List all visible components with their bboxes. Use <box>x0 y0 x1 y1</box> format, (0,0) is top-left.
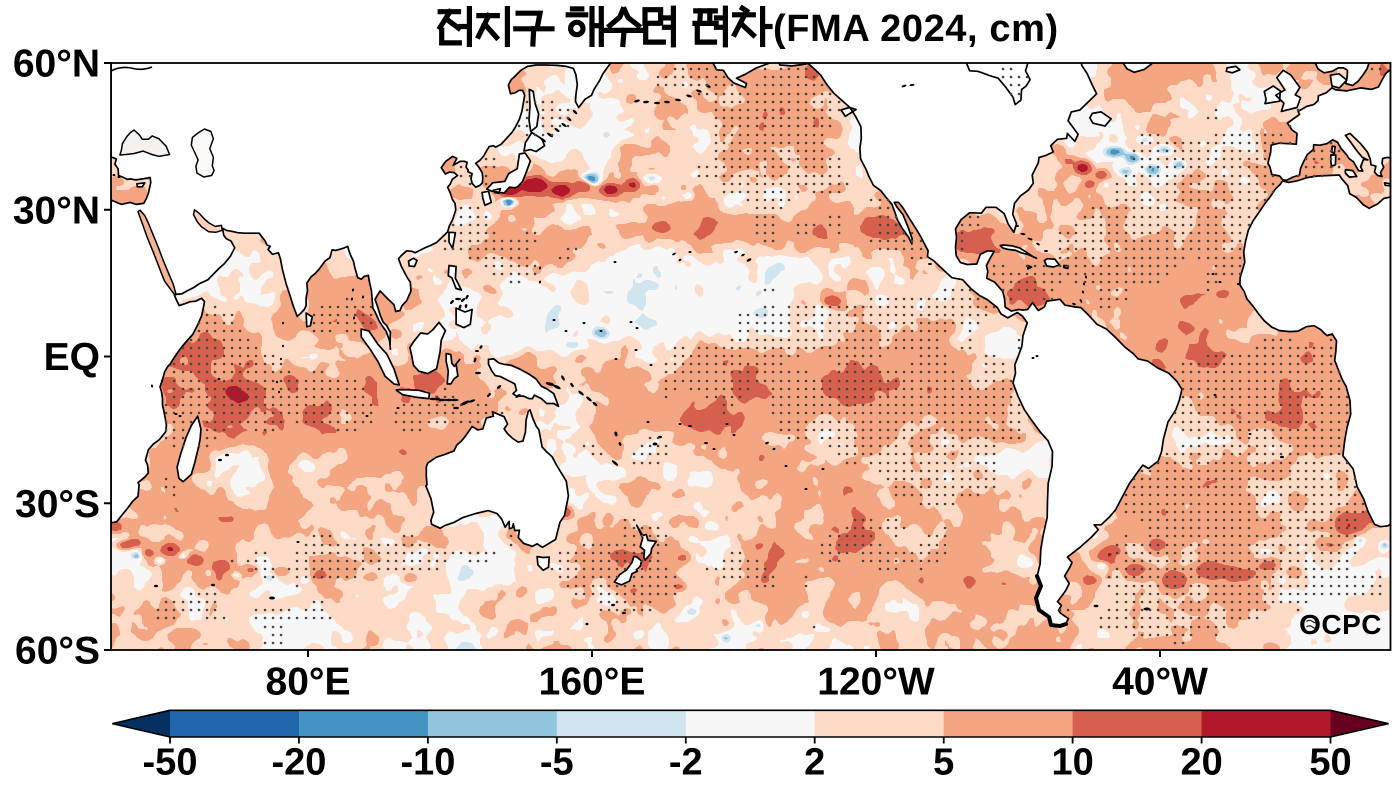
svg-text:30°N: 30°N <box>13 189 100 232</box>
svg-text:5: 5 <box>933 742 954 784</box>
svg-text:-10: -10 <box>400 742 455 784</box>
svg-text:(FMA 2024, cm): (FMA 2024, cm) <box>773 8 1059 50</box>
svg-text:-50: -50 <box>143 742 198 784</box>
svg-text:50: 50 <box>1309 742 1351 784</box>
svg-text:160°E: 160°E <box>539 661 646 704</box>
svg-text:60°S: 60°S <box>15 630 100 673</box>
svg-text:10: 10 <box>1051 742 1093 784</box>
svg-text:-20: -20 <box>271 742 326 784</box>
svg-text:120°W: 120°W <box>817 661 935 704</box>
svg-text:2: 2 <box>804 742 825 784</box>
svg-text:80°E: 80°E <box>266 661 351 704</box>
svg-text:OCPC: OCPC <box>1299 609 1382 640</box>
svg-text:40°W: 40°W <box>1112 661 1208 704</box>
svg-text:20: 20 <box>1180 742 1222 784</box>
svg-text:-5: -5 <box>540 742 574 784</box>
svg-text:EQ: EQ <box>44 336 100 379</box>
svg-text:30°S: 30°S <box>15 483 100 526</box>
svg-text:60°N: 60°N <box>13 43 100 86</box>
svg-text:-2: -2 <box>669 742 703 784</box>
